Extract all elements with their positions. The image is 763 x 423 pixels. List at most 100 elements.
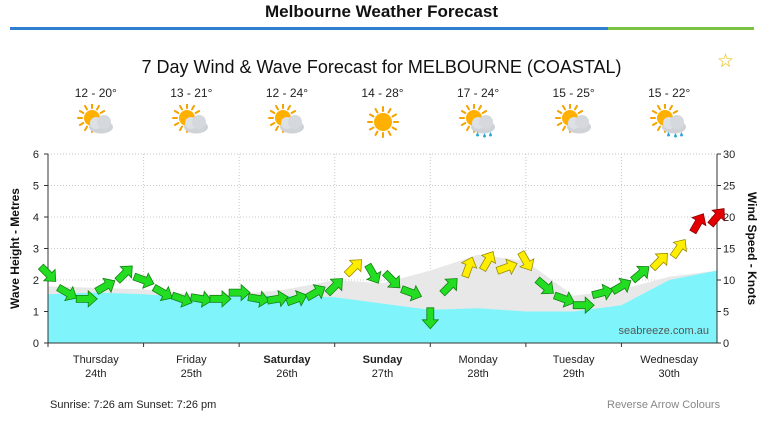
- wind-arrow: [37, 263, 57, 282]
- y-right-tick-label: 15: [723, 244, 735, 256]
- wind-arrow-shape: [517, 250, 535, 272]
- wind-arrow-shape: [114, 265, 133, 284]
- wind-arrow-shape: [94, 277, 116, 295]
- wind-arrow: [266, 289, 289, 308]
- x-day-name-label: Thursday: [73, 354, 119, 366]
- x-day-name-label: Saturday: [263, 354, 311, 366]
- x-day-name-label: Monday: [459, 354, 499, 366]
- y-right-axis-title: Wind Speed - Knots: [745, 192, 759, 306]
- day-temp-range: 13 - 21°: [170, 86, 213, 100]
- wind-arrow-shape: [343, 259, 363, 278]
- partly-cloudy-icon: [554, 104, 591, 134]
- wind-arrow-shape: [266, 289, 289, 308]
- day-temp-range: 15 - 22°: [648, 86, 691, 100]
- y-left-tick-label: 2: [33, 275, 39, 287]
- day-temp-range: 14 - 28°: [361, 86, 404, 100]
- x-day-date-label: 24th: [85, 368, 106, 380]
- wind-arrow: [364, 262, 382, 284]
- wind-arrow-shape: [170, 291, 193, 308]
- wind-arrow-shape: [37, 263, 57, 282]
- wind-arrow: [669, 238, 688, 260]
- wind-arrow-shape: [132, 272, 155, 289]
- watermark-text: seabreeze.com.au: [619, 325, 710, 337]
- wind-wave-chart[interactable]: 0 1 2 3 4 5 6 0 5 10 15 20 25 30 Wave Height - Metres W…: [0, 140, 763, 390]
- y-right-tick-label: 5: [723, 307, 729, 319]
- wind-arrow-shape: [669, 238, 688, 260]
- title-divider: [10, 27, 754, 30]
- y-left-tick-label: 0: [33, 338, 39, 350]
- day-temp-range: 12 - 20°: [74, 86, 117, 100]
- y-right-tick-label: 30: [723, 149, 735, 161]
- wind-arrow: [479, 251, 497, 273]
- wind-arrow: [132, 272, 155, 289]
- title-divider-accent: [608, 27, 754, 30]
- wind-arrow-shape: [285, 289, 308, 307]
- wind-arrow: [534, 276, 554, 295]
- wind-arrow: [552, 291, 576, 308]
- y-left-tick-label: 4: [33, 212, 39, 224]
- partly-cloudy-icon: [267, 104, 304, 134]
- sunny-icon: [366, 106, 399, 138]
- star-outline-icon[interactable]: ☆: [717, 51, 735, 72]
- wind-arrow-shape: [56, 284, 78, 302]
- wind-arrow: [189, 290, 213, 308]
- wind-arrow-shape: [189, 290, 213, 308]
- wind-arrow: [421, 307, 440, 330]
- chart-title: 7 Day Wind & Wave Forecast for MELBOURNE…: [141, 57, 622, 77]
- wind-arrow: [689, 213, 707, 235]
- wind-arrow-shape: [304, 284, 326, 302]
- showers-icon: [459, 104, 496, 138]
- wind-arrow-shape: [534, 276, 554, 295]
- wind-arrow-shape: [75, 290, 98, 308]
- wind-arrow: [209, 290, 232, 308]
- wind-arrow-shape: [400, 284, 423, 302]
- wind-arrow: [343, 259, 363, 278]
- wind-arrow-shape: [707, 208, 725, 228]
- x-day-name-label: Wednesday: [640, 354, 698, 366]
- wind-arrow-shape: [630, 265, 650, 284]
- day-temp-range: 15 - 25°: [552, 86, 595, 100]
- y-left-axis-title: Wave Height - Metres: [8, 188, 22, 309]
- wind-arrow: [649, 252, 668, 272]
- y-right-tick-label: 0: [723, 338, 729, 350]
- x-day-name-label: Sunday: [363, 354, 404, 366]
- x-day-date-label: 28th: [467, 368, 488, 380]
- wind-arrow-shape: [649, 252, 668, 272]
- day-temp-range: 12 - 24°: [265, 86, 308, 100]
- partly-cloudy-icon: [76, 104, 113, 134]
- wind-arrow: [170, 291, 193, 308]
- y-right-tick-label: 10: [723, 275, 735, 287]
- wind-arrow-shape: [364, 262, 382, 284]
- wind-arrow-shape: [460, 256, 478, 279]
- x-day-date-label: 25th: [181, 368, 202, 380]
- wind-arrow-shape: [572, 296, 595, 315]
- reverse-arrow-colours-link[interactable]: Reverse Arrow Colours: [607, 399, 721, 411]
- wind-arrow: [151, 284, 173, 302]
- x-day-date-label: 29th: [563, 368, 584, 380]
- wind-arrow-shape: [495, 258, 518, 276]
- wind-arrow: [572, 296, 595, 315]
- wind-arrow: [591, 283, 614, 301]
- x-day-date-label: 27th: [372, 368, 393, 380]
- y-right-tick-label: 20: [723, 212, 735, 224]
- wind-arrow-shape: [610, 277, 632, 295]
- wind-arrow: [630, 265, 650, 284]
- wind-arrow: [56, 284, 78, 302]
- wind-arrow: [460, 256, 478, 279]
- y-left-tick-label: 1: [33, 307, 39, 319]
- swell-height-area: [48, 270, 717, 343]
- wind-arrow-shape: [421, 307, 440, 330]
- wind-arrow-shape: [439, 278, 458, 297]
- wind-arrow-shape: [228, 283, 251, 302]
- showers-icon: [650, 104, 687, 138]
- wind-arrow: [94, 277, 116, 295]
- wind-arrow: [439, 278, 458, 297]
- page-title: Melbourne Weather Forecast: [264, 2, 499, 21]
- wind-arrow-shape: [247, 290, 270, 308]
- wind-arrow: [381, 269, 401, 289]
- y-left-tick-label: 3: [33, 244, 39, 256]
- day-temp-range: 17 - 24°: [456, 86, 500, 100]
- wind-arrow-shape: [591, 283, 614, 301]
- x-day-date-label: 30th: [659, 368, 680, 380]
- partly-cloudy-icon: [172, 104, 209, 134]
